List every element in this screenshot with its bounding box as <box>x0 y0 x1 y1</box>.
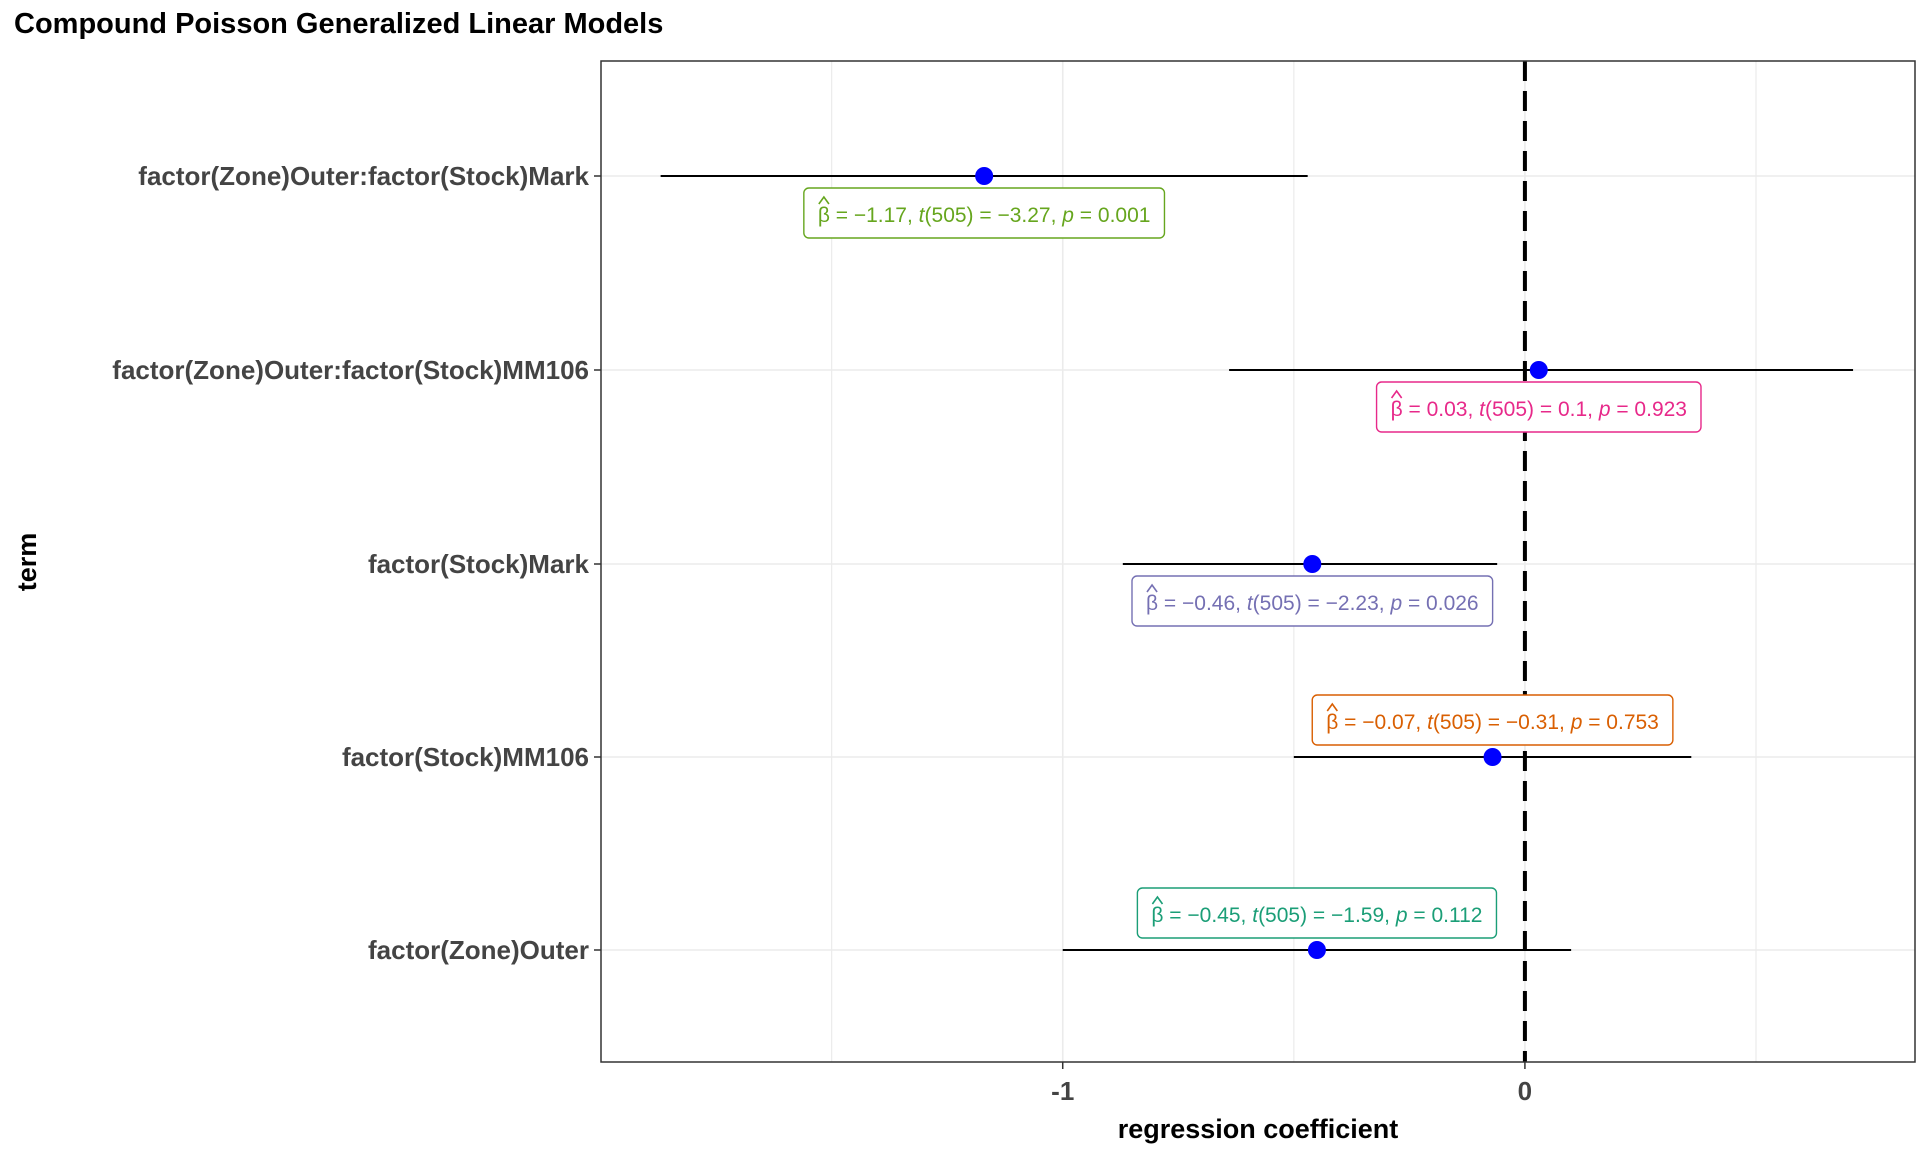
beta-hat-mark <box>1146 583 1158 593</box>
chart-title: Compound Poisson Generalized Linear Mode… <box>14 8 664 40</box>
annotation-box <box>1136 887 1498 939</box>
points <box>975 167 1548 959</box>
annotation-label: β = −1.17, t(505) = −3.27, p = 0.001 <box>803 187 1166 239</box>
y-tick-label: factor(Zone)Outer:factor(Stock)MM106 <box>112 355 589 385</box>
annotation-text: β = −0.45, t(505) = −1.59, p = 0.112 <box>1151 904 1482 927</box>
annotation-box <box>803 187 1166 239</box>
estimate-point <box>975 167 994 185</box>
estimate-point <box>1307 941 1326 959</box>
beta-hat-mark <box>818 195 830 205</box>
annotation-text: β = 0.03, t(505) = 0.1, p = 0.923 <box>1391 398 1687 421</box>
estimate-point <box>1303 555 1322 573</box>
x-tick-label: 0 <box>1518 1076 1532 1106</box>
y-axis-ticks: factor(Zone)Outer:factor(Stock)Mark facto… <box>112 161 601 965</box>
x-tick-label: -1 <box>1051 1076 1074 1106</box>
estimate-point <box>1483 748 1502 766</box>
annotation-label: β = 0.03, t(505) = 0.1, p = 0.923 <box>1375 381 1702 433</box>
annotations: β = −1.17, t(505) = −3.27, p = 0.001 β = … <box>803 187 1702 939</box>
plot-panel-border <box>600 60 1916 1063</box>
annotation-text: β = −0.07, t(505) = −0.31, p = 0.753 <box>1326 711 1659 734</box>
y-tick-label: factor(Stock)MM106 <box>342 742 589 772</box>
annotation-box <box>1131 575 1494 627</box>
annotation-label: β = −0.46, t(505) = −2.23, p = 0.026 <box>1131 575 1494 627</box>
beta-hat-mark <box>1390 389 1403 399</box>
y-axis-title: term <box>12 533 42 592</box>
annotation-box <box>1375 381 1702 433</box>
estimate-point <box>1529 361 1548 379</box>
beta-hat-mark <box>1151 895 1164 905</box>
error-bars <box>660 175 1854 951</box>
annotation-text: β = −1.17, t(505) = −3.27, p = 0.001 <box>818 204 1151 227</box>
y-tick-label: factor(Zone)Outer <box>368 935 589 965</box>
annotation-label: β = −0.07, t(505) = −0.31, p = 0.753 <box>1311 694 1674 746</box>
x-axis-title: regression coefficient <box>1118 1114 1399 1144</box>
x-axis-ticks: -1 0 <box>1051 1062 1532 1106</box>
y-tick-label: factor(Stock)Mark <box>368 549 590 579</box>
y-tick-label: factor(Zone)Outer:factor(Stock)Mark <box>138 161 589 191</box>
beta-hat-mark <box>1326 702 1338 712</box>
annotation-text: β = −0.46, t(505) = −2.23, p = 0.026 <box>1146 592 1479 615</box>
annotation-box <box>1311 694 1674 746</box>
annotation-label: β = −0.45, t(505) = −1.59, p = 0.112 <box>1136 887 1498 939</box>
